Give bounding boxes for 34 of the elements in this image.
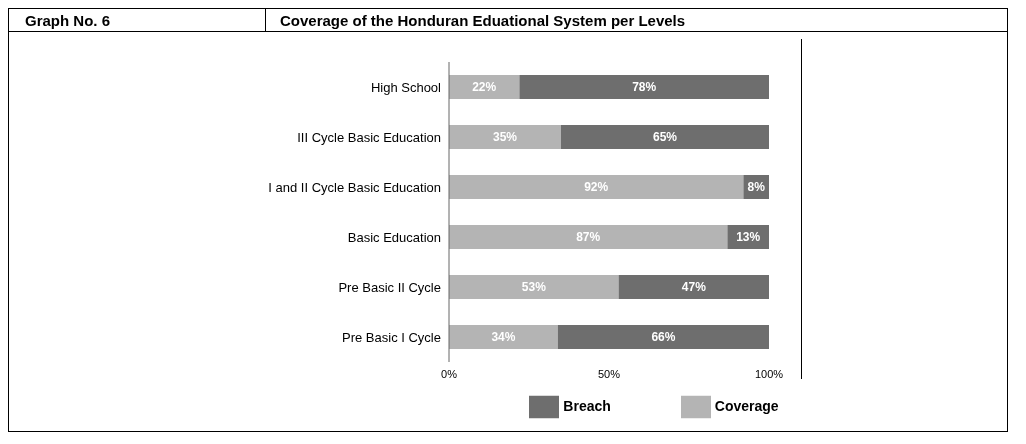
y-tick-label: High School [370,79,442,95]
x-tick-label: 50% [597,367,621,380]
y-tick-label: Basic Education [347,229,441,245]
data-label: 92% [584,180,609,194]
chart-title: Coverage of the Honduran Eduational System per Levels [279,11,686,29]
data-label: 22% [472,80,497,94]
data-label: 13% [736,230,761,244]
data-label: 87% [576,230,601,244]
data-label: 35% [492,130,518,144]
bar [449,325,558,349]
data-label: 8% [747,180,766,194]
y-tick-label: I and II Cycle Basic Education [268,179,441,195]
data-label: 66% [651,330,676,344]
data-label: 47% [681,280,707,294]
data-label: 78% [632,80,657,94]
bar [557,325,769,349]
bar [561,125,769,149]
bar [449,225,728,249]
legend-label: Coverage [714,397,779,414]
x-tick-label: 100% [754,367,784,380]
data-label: 65% [652,130,678,144]
text: Graph No. 6 [9,9,266,31]
data-label: 53% [521,280,547,294]
bar [449,175,744,199]
bar [618,275,769,299]
data-label: 34% [491,330,516,344]
legend-label: Breach [563,397,611,414]
bar [519,75,769,99]
y-tick-label: Pre Basic I Cycle [342,329,441,345]
bar [449,275,619,299]
y-tick-label: III Cycle Basic Education [297,129,441,145]
y-tick-label: Pre Basic II Cycle [338,279,441,295]
x-tick-label: 0% [441,367,458,380]
bar [449,125,561,149]
